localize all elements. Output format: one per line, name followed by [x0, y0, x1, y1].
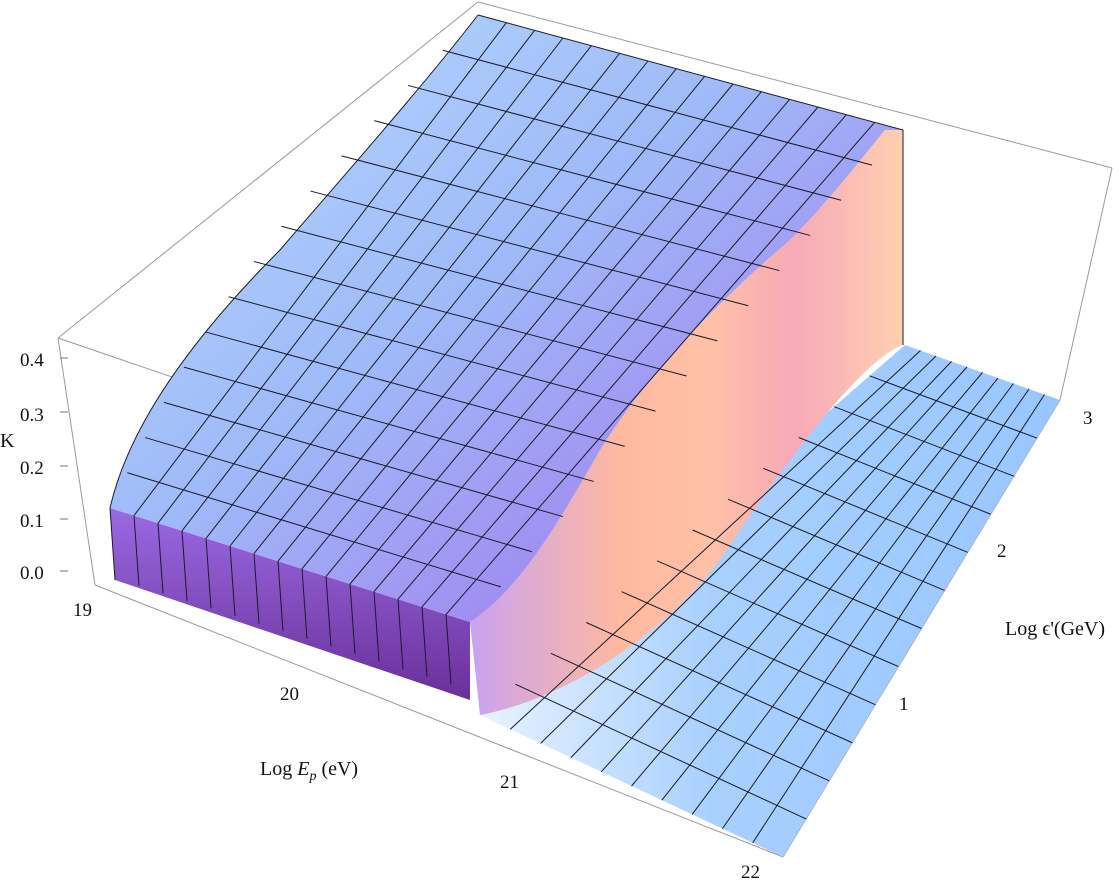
mesh-line-col: [445, 122, 876, 615]
mesh-line-floor: [692, 529, 922, 629]
mesh-line-floor: [550, 652, 830, 782]
z-tick-label: 0.2: [20, 458, 44, 479]
surface-cliff: [470, 130, 903, 715]
mesh-line-row: [341, 155, 780, 272]
y-tick-label: 1: [899, 694, 909, 715]
mesh-line-row: [281, 225, 718, 342]
y-axis-ticks: 1 2 3: [899, 408, 1093, 715]
mesh-line-col: [397, 106, 819, 600]
x-axis-label-unit: (eV): [316, 758, 358, 780]
mesh-line-col: [421, 114, 847, 608]
mesh-line-floor: [621, 591, 876, 706]
mesh-line-drop: [397, 599, 404, 670]
surface-edge-back: [477, 14, 904, 345]
x-axis-ticks: 19 20 21 22: [73, 600, 760, 883]
mesh-line-col: [157, 30, 536, 524]
z-tick-label: 0.4: [20, 350, 44, 371]
mesh-line-col: [253, 60, 649, 554]
mesh-line-floor: [798, 437, 991, 515]
mesh-line-drop: [229, 545, 236, 617]
mesh-line-col: [301, 76, 706, 570]
surface-front-wall: [110, 508, 470, 700]
mesh-line-row: [374, 120, 811, 236]
mesh-line-col: [133, 22, 507, 516]
z-tick-label: 0.1: [20, 511, 44, 532]
mesh-line-drop: [133, 515, 140, 586]
mesh-line-floor: [869, 375, 1038, 439]
z-tick-label: 0.0: [20, 563, 44, 584]
mesh-line-row: [228, 296, 656, 412]
mesh-line-floor: [586, 622, 853, 744]
x-axis-label: Log Ep (eV): [260, 758, 358, 784]
x-tick-label: 19: [73, 600, 92, 621]
x-axis-label-var: E: [296, 758, 309, 780]
mesh-line-row: [310, 190, 749, 307]
mesh-line-floor: [833, 406, 1015, 477]
mesh-line-col: [373, 99, 791, 592]
mesh-line-floor: [727, 498, 945, 591]
mesh-line-col: [229, 53, 621, 547]
mesh-line-col: [277, 68, 677, 562]
x-tick-label: 20: [280, 684, 299, 705]
mesh-line-row: [253, 261, 687, 377]
y-tick-label: 3: [1083, 408, 1093, 429]
surface-floor: [480, 345, 1060, 857]
mesh-line-row: [407, 84, 842, 201]
z-axis-label: K: [0, 430, 15, 452]
y-axis-label: Log ϵ'(GeV): [1005, 618, 1105, 640]
z-tick-marks: [60, 357, 68, 572]
surface-edge-left: [109, 14, 479, 581]
mesh-line-drop: [277, 561, 284, 632]
mesh-line-drop: [373, 591, 380, 662]
mesh-line-col: [349, 91, 762, 585]
mesh-line-row: [145, 437, 532, 553]
mesh-line-floor: [515, 683, 807, 820]
z-axis-ticks: 0.0 0.1 0.2 0.3 0.4: [20, 350, 44, 584]
mesh-line-drop: [349, 583, 356, 655]
mesh-line-row: [205, 331, 625, 447]
mesh-line-row: [163, 401, 563, 518]
mesh-line-drop: [421, 606, 428, 677]
mesh-line-drop: [325, 576, 332, 647]
mesh-line-drop: [301, 568, 308, 639]
mesh-line-drop: [445, 614, 452, 685]
mesh-line-floor: [763, 467, 968, 553]
mesh-line-floor: [656, 560, 899, 668]
mesh-line-col: [181, 37, 564, 532]
x-tick-label: 22: [741, 862, 760, 883]
z-tick-label: 0.3: [20, 405, 44, 426]
x-axis-label-prefix: Log: [260, 758, 297, 780]
mesh-line-drop: [205, 538, 212, 609]
mesh-line-drop: [181, 530, 188, 601]
x-tick-label: 21: [500, 772, 519, 793]
mesh-line-col: [325, 83, 734, 577]
mesh-line-drop: [157, 523, 164, 594]
mesh-line-row: [127, 472, 502, 588]
x-axis-label-sub: p: [308, 769, 316, 784]
y-tick-label: 2: [997, 541, 1007, 562]
mesh-line-col: [205, 45, 592, 539]
surface-mesh: [109, 14, 1060, 857]
mesh-line-drop: [253, 553, 260, 624]
mesh-line-row: [442, 49, 873, 166]
